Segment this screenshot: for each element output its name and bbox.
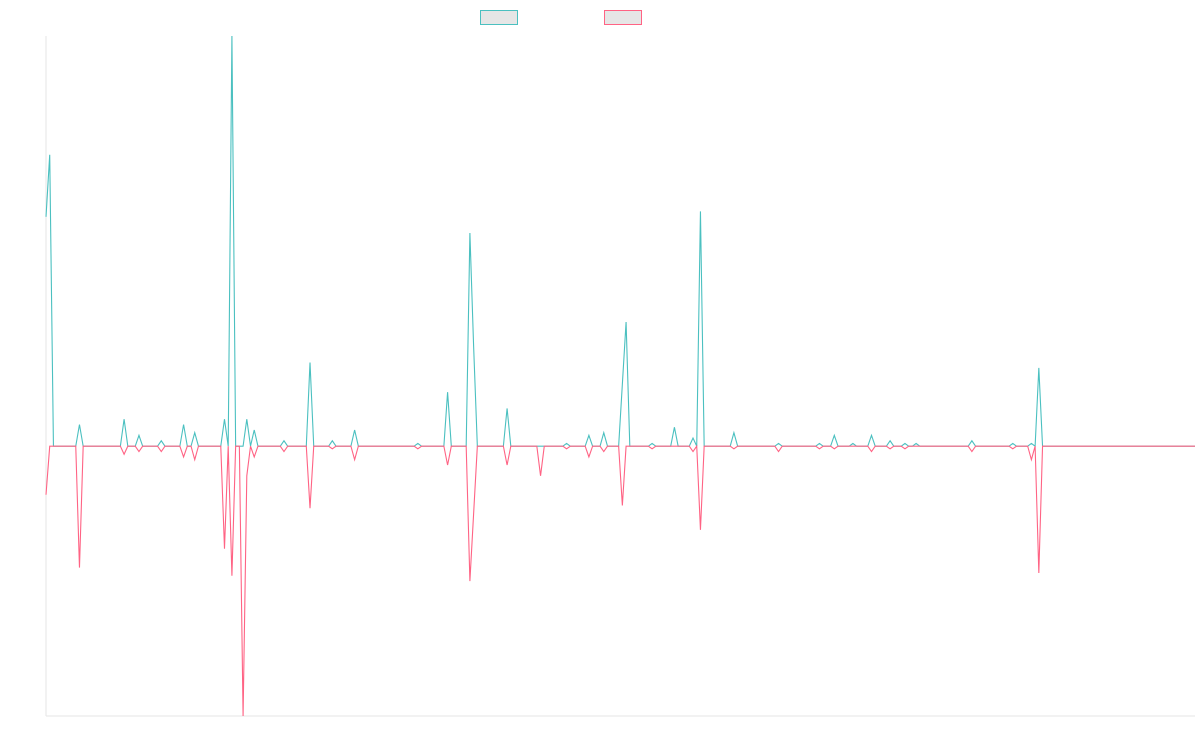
data-point-series-1-29[interactable]	[698, 209, 702, 213]
data-point-series-1-40[interactable]	[1011, 441, 1015, 445]
data-point-series-2-17[interactable]	[446, 463, 450, 467]
data-point-series-2-33[interactable]	[870, 450, 874, 454]
data-point-series-2-30[interactable]	[777, 450, 781, 454]
data-point-series-2-11[interactable]	[252, 455, 256, 459]
data-point-series-2-24[interactable]	[602, 450, 606, 454]
data-point-series-1-23[interactable]	[602, 431, 606, 435]
data-point-series-1-0[interactable]	[44, 215, 48, 219]
data-point-series-2-8[interactable]	[230, 574, 234, 578]
data-point-series-1-19[interactable]	[472, 344, 476, 348]
data-point-series-1-24[interactable]	[620, 382, 624, 386]
data-point-series-2-9[interactable]	[241, 714, 245, 718]
data-point-series-2-19[interactable]	[472, 512, 476, 516]
data-point-series-1-2[interactable]	[77, 423, 81, 427]
data-point-series-1-16[interactable]	[416, 441, 420, 445]
data-point-series-2-6[interactable]	[193, 458, 197, 462]
data-point-series-2-29[interactable]	[732, 447, 736, 451]
data-point-series-1-5[interactable]	[159, 439, 163, 443]
data-point-series-2-7[interactable]	[222, 547, 226, 551]
data-point-series-2-10[interactable]	[245, 474, 249, 478]
data-point-series-2-16[interactable]	[416, 447, 420, 451]
data-point-series-2-36[interactable]	[970, 450, 974, 454]
data-point-series-2-34[interactable]	[888, 447, 892, 451]
data-point-series-2-18[interactable]	[468, 579, 472, 583]
data-point-series-2-12[interactable]	[282, 450, 286, 454]
data-point-series-2-14[interactable]	[330, 447, 334, 451]
data-point-series-2-28[interactable]	[698, 528, 702, 532]
data-point-series-1-8[interactable]	[222, 417, 226, 421]
data-point-series-2-26[interactable]	[650, 447, 654, 451]
data-point-series-1-7[interactable]	[193, 431, 197, 435]
data-point-series-2-32[interactable]	[832, 447, 836, 451]
data-point-series-1-32[interactable]	[817, 441, 821, 445]
legend-swatch-series-1	[480, 9, 518, 25]
data-point-series-2-20[interactable]	[505, 463, 509, 467]
data-point-series-1-34[interactable]	[851, 441, 855, 445]
data-point-series-2-13[interactable]	[308, 506, 312, 510]
data-point-series-1-12[interactable]	[282, 439, 286, 443]
data-point-series-2-2[interactable]	[122, 452, 126, 456]
data-point-series-2-39[interactable]	[1037, 571, 1041, 575]
chart-axes	[45, 36, 1195, 717]
data-point-series-1-36[interactable]	[888, 439, 892, 443]
data-point-series-1-21[interactable]	[565, 441, 569, 445]
data-point-series-1-31[interactable]	[777, 441, 781, 445]
data-point-series-2-35[interactable]	[903, 447, 907, 451]
data-point-series-2-0[interactable]	[44, 493, 48, 497]
data-point-series-1-22[interactable]	[587, 433, 591, 437]
data-point-series-1-13[interactable]	[308, 361, 312, 365]
data-point-series-1-25[interactable]	[624, 320, 628, 324]
data-point-series-2-31[interactable]	[817, 447, 821, 451]
data-point-series-1-15[interactable]	[353, 428, 357, 432]
data-point-series-1-9[interactable]	[230, 34, 234, 38]
data-point-series-1-41[interactable]	[1029, 441, 1033, 445]
data-point-series-2-23[interactable]	[587, 455, 591, 459]
data-point-series-1-17[interactable]	[446, 390, 450, 394]
data-point-series-2-38[interactable]	[1029, 458, 1033, 462]
data-point-series-2-27[interactable]	[691, 450, 695, 454]
data-point-series-1-28[interactable]	[691, 436, 695, 440]
data-point-series-1-4[interactable]	[137, 433, 141, 437]
data-point-series-1-14[interactable]	[330, 439, 334, 443]
data-point-series-2-25[interactable]	[620, 504, 624, 508]
data-point-series-2-5[interactable]	[182, 455, 186, 459]
data-point-series-1-38[interactable]	[914, 441, 918, 445]
data-point-series-1-26[interactable]	[650, 441, 654, 445]
series-layer	[44, 34, 1195, 718]
data-point-series-2-3[interactable]	[137, 450, 141, 454]
data-point-series-1-39[interactable]	[970, 439, 974, 443]
data-point-series-1-37[interactable]	[903, 441, 907, 445]
data-point-series-1-3[interactable]	[122, 417, 126, 421]
legend-item-series-2[interactable]	[604, 9, 648, 25]
data-point-series-1-42[interactable]	[1037, 366, 1041, 370]
series-line-2	[45, 444, 1195, 717]
data-point-series-1-27[interactable]	[672, 425, 676, 429]
data-point-series-1-11[interactable]	[252, 428, 256, 432]
data-point-series-1-18[interactable]	[468, 231, 472, 235]
data-point-series-2-21[interactable]	[539, 474, 543, 478]
data-point-series-2-4[interactable]	[159, 450, 163, 454]
data-point-series-1-6[interactable]	[182, 423, 186, 427]
data-point-series-1-30[interactable]	[732, 431, 736, 435]
data-point-series-1-10[interactable]	[245, 417, 249, 421]
legend-item-series-1[interactable]	[480, 9, 524, 25]
data-point-series-1-35[interactable]	[870, 433, 874, 437]
chart-legend	[0, 9, 1200, 27]
data-point-series-2-15[interactable]	[353, 458, 357, 462]
data-point-series-1-1[interactable]	[48, 153, 52, 157]
data-point-series-1-33[interactable]	[832, 433, 836, 437]
data-point-series-2-1[interactable]	[77, 566, 81, 570]
data-point-series-2-22[interactable]	[565, 447, 569, 451]
data-point-series-1-20[interactable]	[505, 406, 509, 410]
legend-swatch-series-2	[604, 9, 642, 25]
data-point-series-2-37[interactable]	[1011, 447, 1015, 451]
